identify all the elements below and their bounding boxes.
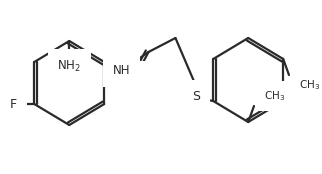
Text: NH$_2$: NH$_2$ (57, 58, 81, 74)
Text: CH$_3$: CH$_3$ (264, 89, 285, 103)
Text: O: O (129, 72, 139, 85)
Text: F: F (10, 97, 17, 110)
Text: S: S (192, 89, 200, 102)
Text: NH: NH (113, 65, 130, 77)
Text: CH$_3$: CH$_3$ (298, 78, 320, 92)
